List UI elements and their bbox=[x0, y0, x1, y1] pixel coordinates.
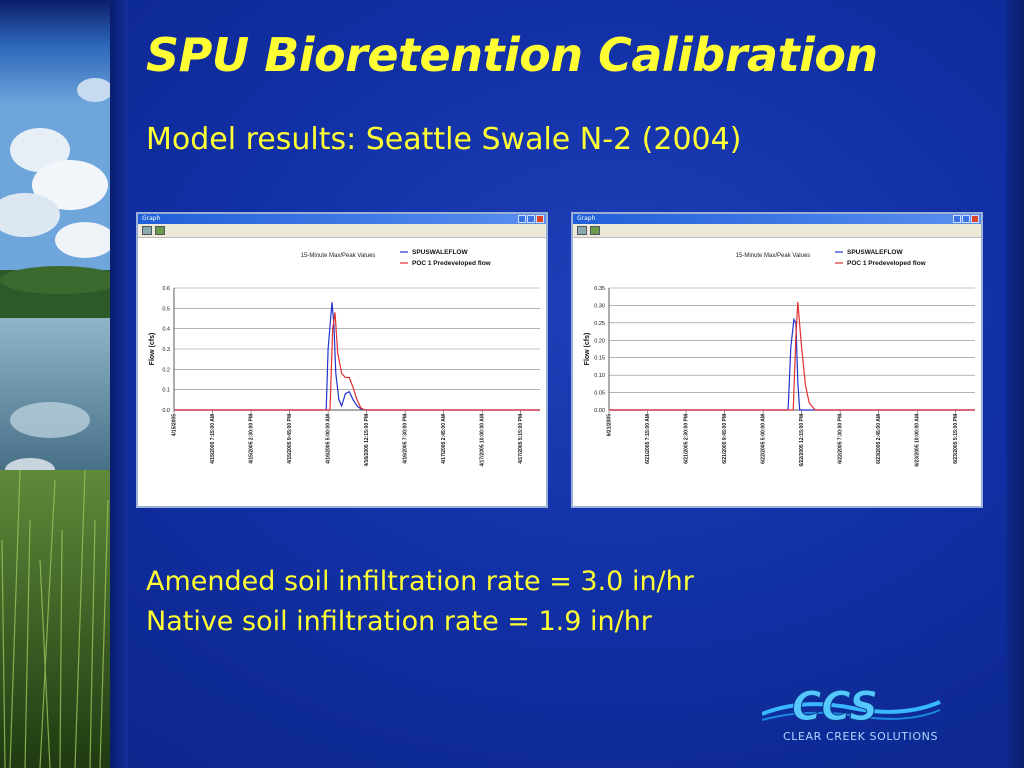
y-axis-label: Flow (cfs) bbox=[149, 333, 156, 366]
x-tick-label: 6/23/2005 5:15:00 PM bbox=[953, 414, 959, 464]
print-icon[interactable] bbox=[577, 226, 587, 235]
x-tick-label: 6/23/2005 2:45:00 AM bbox=[876, 414, 882, 464]
window-title: Graph bbox=[142, 215, 161, 222]
series-line-predeveloped-flow bbox=[174, 312, 540, 411]
export-icon[interactable] bbox=[590, 226, 600, 235]
y-tick-label: 0.5 bbox=[162, 306, 170, 312]
y-axis-label: Flow (cfs) bbox=[584, 333, 591, 366]
close-button[interactable] bbox=[536, 215, 544, 223]
y-tick-label: 0.4 bbox=[162, 327, 170, 333]
x-tick-label: 4/15/2005 2:30:00 PM bbox=[249, 414, 255, 464]
x-tick-label: 6/23/2005 10:00:00 AM bbox=[915, 414, 921, 467]
y-tick-label: 0.00 bbox=[594, 408, 605, 414]
y-tick-label: 0.10 bbox=[594, 373, 605, 379]
x-tick-label: 6/22/2005 12:15:00 PM bbox=[799, 414, 805, 467]
x-tick-label: 6/22/2005 5:00:00 AM bbox=[761, 414, 767, 464]
maximize-button[interactable] bbox=[527, 215, 535, 223]
y-tick-label: 0.1 bbox=[162, 388, 170, 394]
chart-title: 15-Minute Max/Peak Values bbox=[301, 253, 376, 259]
y-tick-label: 0.20 bbox=[594, 338, 605, 344]
native-soil-rate: Native soil infiltration rate = 1.9 in/h… bbox=[146, 606, 652, 637]
x-tick-label: 4/15/2005 9:45:00 PM bbox=[287, 414, 293, 464]
window-toolbar bbox=[138, 224, 546, 238]
legend-label: SPUSWALEFLOW bbox=[847, 249, 903, 256]
slide-subtitle: Model results: Seattle Swale N-2 (2004) bbox=[146, 122, 742, 157]
chart-title: 15-Minute Max/Peak Values bbox=[736, 253, 811, 259]
chart-june: 15-Minute Max/Peak Values SPUSWALEFLOW POC… bbox=[584, 249, 975, 467]
x-tick-label: 6/21/2005 2:30:00 PM bbox=[684, 414, 690, 464]
x-tick-label: 4/17/2005 2:45:00 AM bbox=[441, 414, 447, 464]
x-tick-label: 4/16/2005 7:30:00 PM bbox=[403, 414, 409, 464]
graph-window-april: Graph 15-Minute Max/Peak Values SPUSWALEF… bbox=[136, 212, 548, 508]
x-tick-label: 4/17/2005 10:00:00 AM bbox=[480, 414, 486, 467]
x-tick-label: 6/21/2005 7:15:00 AM bbox=[645, 414, 651, 464]
print-icon[interactable] bbox=[142, 226, 152, 235]
x-tick-label: 6/21/2005 9:45:00 PM bbox=[722, 414, 728, 464]
window-title: Graph bbox=[577, 215, 596, 222]
graph-window-june: Graph 15-Minute Max/Peak Values SPUSWALEF… bbox=[571, 212, 983, 508]
series-line-spuswaleflow bbox=[609, 317, 975, 411]
x-tick-label: 4/16/2005 12:15:00 PM bbox=[364, 414, 370, 467]
y-tick-label: 0.2 bbox=[162, 367, 170, 373]
marsh-photo bbox=[0, 0, 110, 768]
legend-label: SPUSWALEFLOW bbox=[412, 249, 468, 256]
series-line-predeveloped-flow bbox=[609, 301, 975, 411]
x-tick-label: 4/17/2005 5:15:00 PM bbox=[518, 414, 524, 464]
photo-divider bbox=[110, 0, 128, 768]
minimize-button[interactable] bbox=[518, 215, 526, 223]
right-edge-band bbox=[1006, 0, 1024, 768]
infiltration-rates: Amended soil infiltration rate = 3.0 in/… bbox=[146, 562, 694, 642]
y-tick-label: 0.25 bbox=[594, 321, 605, 327]
window-toolbar bbox=[573, 224, 981, 238]
y-tick-label: 0.6 bbox=[162, 286, 170, 292]
y-tick-label: 0.05 bbox=[594, 391, 605, 397]
series-line-spuswaleflow bbox=[174, 302, 540, 411]
y-tick-label: 0.30 bbox=[594, 303, 605, 309]
x-tick-label: 4/16/2005 5:00:00 AM bbox=[326, 414, 332, 464]
maximize-button[interactable] bbox=[962, 215, 970, 223]
x-tick-label: 4/15/2005 7:15:00 AM bbox=[210, 414, 216, 464]
y-tick-label: 0.0 bbox=[162, 408, 170, 414]
y-tick-label: 0.35 bbox=[594, 286, 605, 292]
y-tick-label: 0.15 bbox=[594, 356, 605, 362]
logo-text: CLEAR CREEK SOLUTIONS bbox=[783, 730, 939, 743]
legend-label: POC 1 Predeveloped flow bbox=[847, 260, 927, 267]
logo-mark: CCS bbox=[792, 684, 878, 730]
y-tick-label: 0.3 bbox=[162, 347, 170, 353]
x-tick-label: 4/15/2005 bbox=[172, 414, 178, 436]
export-icon[interactable] bbox=[155, 226, 165, 235]
minimize-button[interactable] bbox=[953, 215, 961, 223]
slide-title: SPU Bioretention Calibration bbox=[146, 28, 878, 82]
window-titlebar[interactable]: Graph bbox=[138, 214, 546, 224]
close-button[interactable] bbox=[971, 215, 979, 223]
amended-soil-rate: Amended soil infiltration rate = 3.0 in/… bbox=[146, 566, 694, 597]
ccs-logo: CCS bbox=[762, 684, 941, 731]
x-tick-label: 6/22/2005 7:30:00 PM bbox=[838, 414, 844, 464]
legend-label: POC 1 Predeveloped flow bbox=[412, 260, 492, 267]
chart-april: 15-Minute Max/Peak Values SPUSWALEFLOW POC… bbox=[149, 249, 540, 467]
x-tick-label: 6/21/2005 bbox=[607, 414, 613, 436]
window-titlebar[interactable]: Graph bbox=[573, 214, 981, 224]
